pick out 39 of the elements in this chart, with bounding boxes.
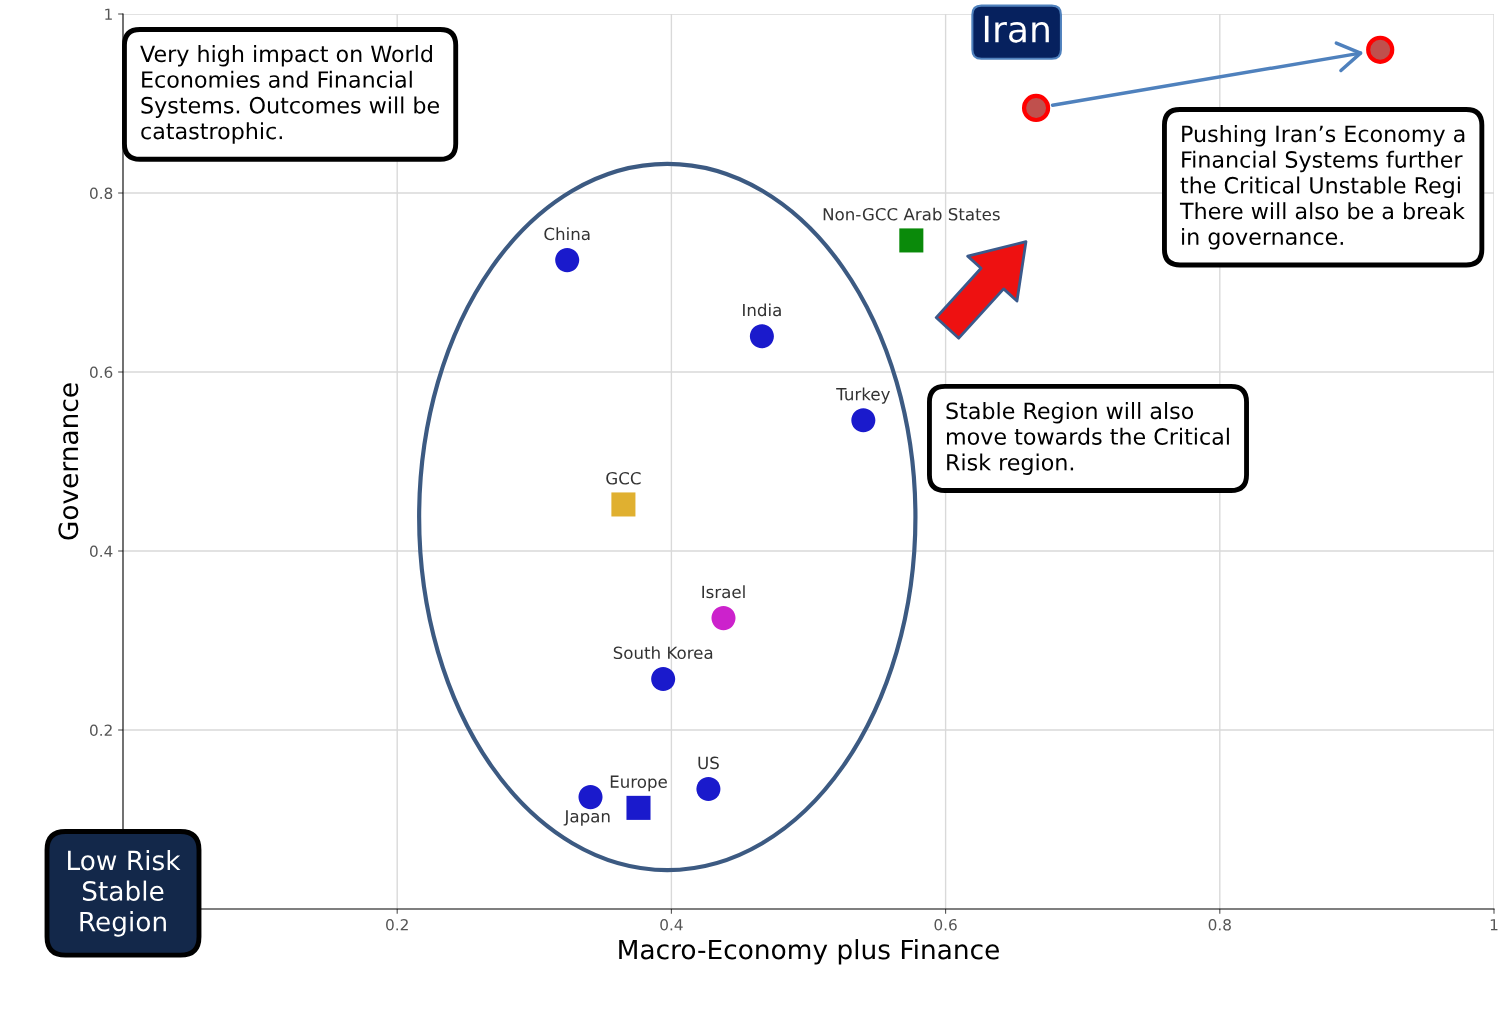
point [851, 408, 876, 433]
y-tick-label: 0.6 [89, 366, 113, 379]
point [711, 606, 736, 631]
x-axis-title: Macro-Economy plus Finance [619, 939, 999, 965]
point [555, 248, 580, 273]
y-axis-title: Governance [58, 383, 79, 540]
series-label: South Korea [613, 646, 713, 660]
y-tick-label: 1 [105, 8, 112, 20]
annotation: Pushing Iran’s Economy a Financial Systems further the Critical Unstable Regi There will also be a break in governance. [1179, 125, 1465, 250]
series-label: Japan [563, 810, 610, 826]
x-tick-label: 0.4 [660, 918, 683, 931]
annotation: Low Risk Stable Region [68, 850, 181, 937]
series-label: US [698, 756, 719, 770]
point [578, 785, 603, 810]
point [1021, 93, 1051, 123]
series-label: China [544, 227, 590, 241]
point [626, 795, 651, 820]
x-tick-label: 0.6 [934, 918, 957, 931]
point [611, 492, 636, 517]
y-tick-label: 0.2 [89, 724, 112, 737]
series-label: Israel [702, 585, 745, 599]
series-label: Turkey [836, 387, 890, 404]
point [696, 777, 721, 802]
series-label: Non-GCC Arab States [823, 207, 1000, 221]
point [1366, 35, 1395, 64]
y-tick-label: 0.4 [89, 545, 113, 558]
x-tick-label: 0.2 [386, 918, 408, 931]
annotation: Very high impact on World Economies and Financial Systems. Outcomes will be catastrophic. [140, 45, 439, 144]
x-tick-label: 1 [1490, 919, 1498, 931]
y-tick-label: 0.8 [89, 187, 113, 200]
series-label: Iran [984, 15, 1049, 43]
series-label: Europe [610, 775, 667, 792]
annotation: Stable Region will also move towards the Critical Risk region. [946, 402, 1229, 475]
point [899, 228, 924, 253]
point [651, 666, 676, 692]
series-label: India [743, 303, 781, 317]
point [749, 324, 774, 349]
x-tick-label: 0.8 [1208, 918, 1231, 931]
series-label: GCC [606, 471, 641, 485]
